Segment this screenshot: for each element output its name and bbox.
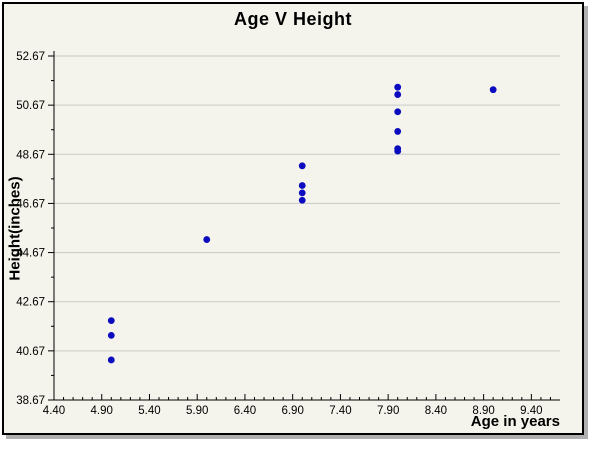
data-point — [107, 356, 115, 364]
data-point — [107, 317, 115, 325]
x-tick-label: 7.90 — [377, 405, 399, 417]
data-point — [394, 128, 402, 135]
data-point — [107, 331, 115, 339]
x-tick-label: 4.40 — [43, 405, 65, 417]
chart-title: Age V Height — [233, 9, 352, 29]
y-tick-label: 50.67 — [16, 100, 45, 112]
data-point — [394, 108, 402, 116]
y-tick-label: 38.67 — [16, 395, 45, 407]
x-tick-label: 5.40 — [138, 405, 160, 417]
data-point — [489, 86, 497, 94]
y-tick-label: 48.67 — [16, 149, 45, 161]
x-tick-label: 5.90 — [186, 405, 208, 417]
chart-frame: 4.40 4.90 5.40 5.90 6.40 6.90 7.40 7.90 8.40 8.90… — [2, 2, 584, 435]
scatter-plot-canvas: 4.40 4.90 5.40 5.90 6.40 6.90 7.40 7.90 8.40 8.90… — [16, 51, 560, 417]
x-tick-label: 7.40 — [329, 405, 351, 417]
data-point — [394, 91, 402, 98]
data-point — [298, 196, 306, 204]
data-point — [298, 189, 306, 197]
data-point — [394, 83, 402, 91]
x-tick-label: 8.40 — [425, 405, 447, 417]
y-tick-label: 52.67 — [16, 51, 45, 63]
x-tick-label: 6.90 — [281, 405, 303, 417]
x-tick-label: 6.40 — [234, 405, 256, 417]
x-axis-title: Age in years — [470, 413, 560, 430]
y-axis-title: Height(inches) — [6, 176, 24, 281]
data-point — [203, 236, 211, 243]
data-point — [298, 182, 306, 189]
y-tick-label: 40.67 — [16, 346, 45, 358]
x-tick-label: 8.90 — [472, 405, 494, 417]
data-point — [298, 162, 306, 170]
x-tick-label: 9.40 — [520, 405, 542, 417]
data-point — [394, 147, 402, 155]
y-tick-label: 44.67 — [16, 248, 45, 260]
x-tick-label: 4.90 — [91, 405, 113, 417]
y-tick-label: 42.67 — [16, 297, 45, 309]
y-tick-label: 46.67 — [16, 198, 45, 210]
